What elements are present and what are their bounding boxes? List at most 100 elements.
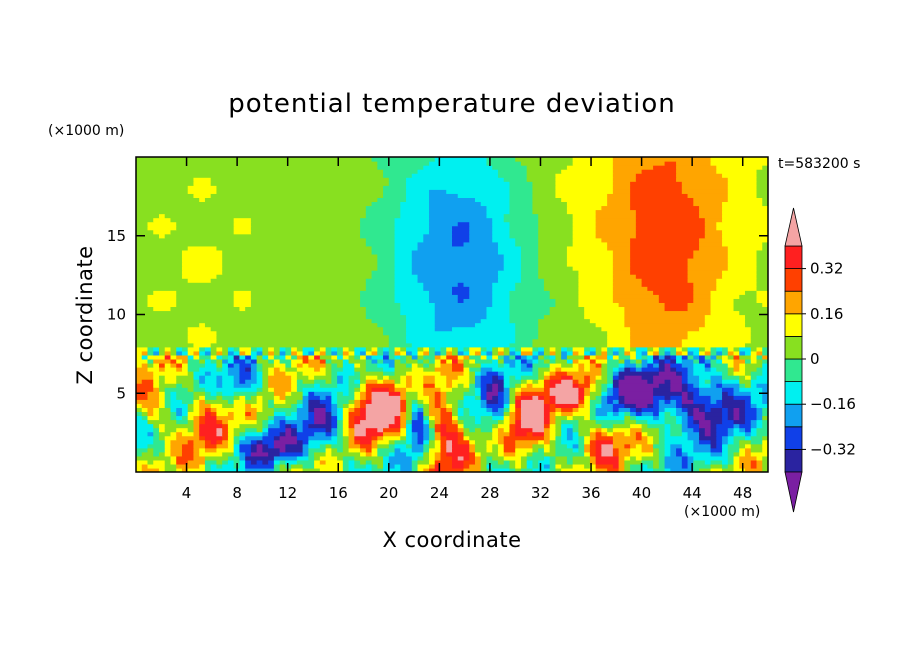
field-cell <box>618 451 631 457</box>
field-cell <box>762 201 768 207</box>
field-cell <box>262 403 269 408</box>
time-label: t=583200 s <box>778 156 860 172</box>
field-cell <box>394 245 419 251</box>
field-cell <box>406 318 436 324</box>
field-cell <box>710 310 740 316</box>
field-cell <box>681 358 694 364</box>
field-cell <box>411 262 505 267</box>
field-cell <box>589 443 597 449</box>
field-cell <box>601 362 608 368</box>
field-cell <box>210 439 218 445</box>
field-cell <box>584 399 591 404</box>
field-cell <box>612 270 631 275</box>
field-cell <box>411 443 424 449</box>
field-cell <box>360 447 367 453</box>
field-cell <box>170 439 189 445</box>
field-cell <box>360 383 367 388</box>
field-cell <box>474 391 482 396</box>
field-cell <box>193 407 200 413</box>
field-cell <box>233 451 241 457</box>
field-cell <box>520 346 534 352</box>
field-cell <box>509 395 516 400</box>
field-cell <box>710 294 740 299</box>
field-cell <box>147 225 177 231</box>
field-cell <box>176 358 183 364</box>
field-cell <box>222 350 229 356</box>
field-cell <box>239 371 252 376</box>
field-cell <box>589 463 597 469</box>
field-cell <box>635 225 706 231</box>
field-cell <box>429 193 459 198</box>
field-cell <box>400 310 436 316</box>
field-cell <box>710 419 723 425</box>
field-cell <box>750 346 758 352</box>
field-cell <box>745 411 758 417</box>
field-cell <box>653 354 660 360</box>
field-cell <box>187 362 206 368</box>
field-cell <box>342 467 350 472</box>
field-cell <box>136 334 189 340</box>
field-cell <box>681 427 694 433</box>
field-cell <box>589 427 597 433</box>
field-cell <box>383 431 401 437</box>
field-cell <box>371 354 384 360</box>
field-cell <box>176 407 183 413</box>
field-cell <box>463 350 470 356</box>
field-cell <box>463 399 482 404</box>
field-cell <box>417 431 424 437</box>
field-cell <box>722 387 735 392</box>
field-cell <box>762 411 768 417</box>
field-cell <box>601 431 608 437</box>
field-cell <box>170 411 177 417</box>
field-cell <box>434 395 442 400</box>
field-cell <box>693 467 700 472</box>
field-cell <box>699 205 723 211</box>
field-cell <box>515 330 539 336</box>
field-cell <box>641 423 648 429</box>
field-cell <box>273 367 281 372</box>
field-cell <box>762 165 768 170</box>
field-cell <box>158 346 166 352</box>
field-cell <box>492 463 511 469</box>
field-cell <box>434 302 493 308</box>
field-cell <box>647 358 654 364</box>
field-cell <box>532 367 539 372</box>
field-cell <box>325 411 332 417</box>
field-cell <box>302 427 327 433</box>
field-cell <box>756 278 768 283</box>
field-cell <box>641 278 689 283</box>
field-cell <box>400 375 407 380</box>
field-cell <box>635 407 643 413</box>
field-cell <box>578 383 591 388</box>
field-cell <box>440 387 453 392</box>
field-cell <box>423 358 430 364</box>
field-cell <box>733 358 746 364</box>
field-cell <box>756 431 768 437</box>
field-cell <box>497 241 516 247</box>
field-cell <box>423 165 493 170</box>
field-cell <box>233 294 252 299</box>
field-cell <box>463 463 470 469</box>
field-cell <box>538 358 545 364</box>
field-cell <box>136 310 367 316</box>
field-cell <box>469 455 476 461</box>
field-cell <box>158 431 172 437</box>
field-cell <box>756 298 768 303</box>
field-cell <box>469 225 493 231</box>
field-cell <box>727 354 735 360</box>
field-cell <box>532 371 539 376</box>
field-cell <box>572 233 597 239</box>
field-cell <box>566 350 574 356</box>
field-cell <box>699 391 723 396</box>
field-cell <box>153 217 172 223</box>
x-tick-label: 48 <box>733 484 752 502</box>
field-cell <box>417 467 424 472</box>
field-cell <box>549 463 557 469</box>
field-cell <box>635 346 648 352</box>
field-cell <box>658 455 666 461</box>
field-cell <box>406 330 516 336</box>
field-cell <box>733 427 740 433</box>
field-cell <box>762 241 768 247</box>
field-cell <box>727 181 758 186</box>
